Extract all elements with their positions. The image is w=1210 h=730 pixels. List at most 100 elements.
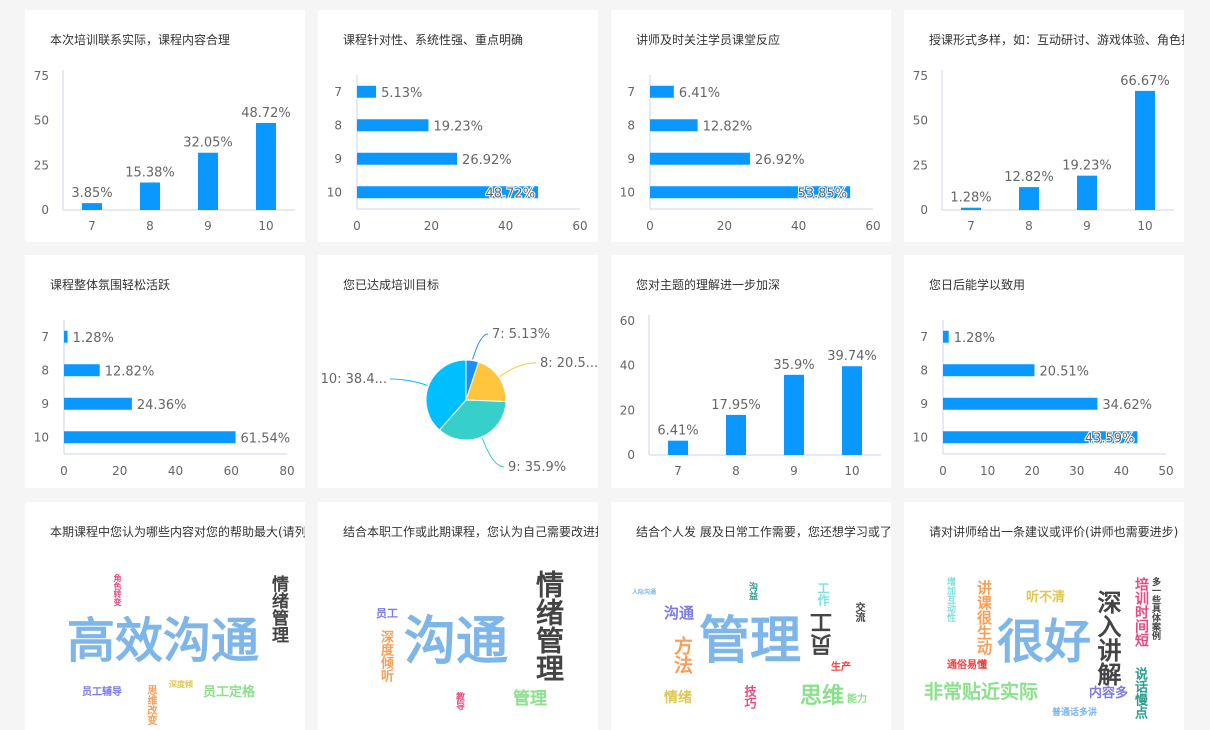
- bar: [650, 186, 851, 199]
- data-label: 66.67%: [1120, 74, 1170, 89]
- bar: [357, 119, 429, 132]
- y-tick-label: 25: [34, 158, 49, 172]
- x-tick-label: 8: [146, 219, 154, 233]
- bar: [82, 203, 102, 210]
- x-tick-label: 8: [1025, 219, 1033, 233]
- viewport-edge: [1185, 0, 1210, 730]
- leader-line: [481, 437, 505, 468]
- data-label: 12.82%: [105, 364, 155, 379]
- word: 员工定格: [203, 685, 256, 700]
- x-tick-label: 40: [1114, 464, 1129, 478]
- bar: [943, 397, 1098, 410]
- data-label: 1.28%: [950, 191, 991, 206]
- bar: [357, 186, 539, 199]
- word: 多一些具体案例: [1150, 577, 1160, 640]
- y-tick-label: 10: [34, 430, 49, 444]
- bar: [140, 182, 160, 210]
- word: 能力: [847, 694, 867, 705]
- x-tick-label: 0: [60, 464, 68, 478]
- y-tick-label: 50: [913, 114, 928, 128]
- data-label: 43.59%: [1085, 431, 1135, 446]
- bar-chart: 0 25 50 75 1.28% 7 12.82% 8 19.23% 9 66.67% 10: [913, 69, 1174, 233]
- chart-card-7: 您对主题的理解进一步加深 0 20 40 60 6.41% 7 17.95% 8 35.9% 9 39…: [611, 255, 891, 488]
- bar: [64, 431, 236, 444]
- card-title: 您日后能学以致用: [929, 278, 1026, 292]
- y-tick-label: 50: [34, 114, 49, 128]
- pie-slice: [465, 361, 507, 403]
- word: 角色转变: [113, 574, 122, 606]
- y-tick-label: 10: [327, 185, 342, 199]
- word: 管理: [513, 689, 547, 709]
- bar-chart: 0 10 20 30 40 50 1.28% 7 20.51% 8 34.62% 9 43.59% 10: [913, 320, 1174, 478]
- word: 员工: [811, 612, 836, 656]
- pie-chart: 7: 5.13% 8: 20.5... 9: 35.9% 10: 38.4...: [321, 327, 598, 475]
- y-tick-label: 20: [620, 403, 635, 417]
- x-tick-label: 10: [980, 464, 995, 478]
- word: 情绪: [664, 690, 692, 706]
- y-tick-label: 9: [920, 397, 928, 411]
- word: 深入讲解: [1093, 590, 1121, 686]
- data-label: 61.54%: [241, 431, 291, 446]
- y-tick-label: 9: [627, 152, 635, 166]
- bar-chart: 0 20 40 60 6.41% 7 12.82% 8 26.92% 9 53.85% 10: [620, 75, 881, 233]
- chart-card-2: 课程针对性、系统性强、重点明确 0 20 40 60 5.13% 7 19.23% 8 26.92…: [318, 10, 598, 242]
- word: 说话慢点: [1132, 667, 1147, 719]
- word: 很好: [997, 615, 1091, 670]
- data-label: 39.74%: [827, 349, 877, 364]
- pie-slice: [425, 359, 467, 431]
- card-title: 结合本职工作或此期课程，您认为自己需要改进提升: [343, 525, 598, 539]
- data-label: 1.28%: [73, 331, 114, 346]
- word: 非常贴近实际: [924, 681, 1039, 703]
- data-label: 34.62%: [1102, 398, 1152, 413]
- bar-chart: 0 20 40 60 5.13% 7 19.23% 8 26.92% 9 48.72% 10: [327, 75, 588, 233]
- y-tick-label: 0: [920, 203, 928, 217]
- card-title: 结合个人发 展及日常工作需要，您还想学习或了解: [636, 525, 891, 539]
- x-tick-label: 8: [732, 464, 740, 478]
- y-tick-label: 8: [627, 118, 635, 132]
- bar: [357, 152, 458, 165]
- data-label: 32.05%: [183, 136, 233, 151]
- data-label: 20.51%: [1039, 364, 1089, 379]
- card-title: 本次培训联系实际，课程内容合理: [50, 33, 231, 47]
- word: 管理: [699, 612, 802, 671]
- word: 员工辅导: [82, 687, 122, 698]
- slice-label: 7: 5.13%: [492, 327, 550, 342]
- word: 员工: [376, 607, 398, 620]
- x-tick-label: 10: [258, 219, 273, 233]
- chart-card-8: 您日后能学以致用 0 10 20 30 40 50 1.28% 7 20.51% 8 34.62% 9 4…: [904, 255, 1184, 488]
- y-tick-label: 7: [41, 330, 49, 344]
- word: 听不清: [1026, 590, 1066, 605]
- word: 方法: [671, 636, 693, 674]
- data-label: 12.82%: [703, 119, 753, 134]
- x-tick-label: 9: [790, 464, 798, 478]
- bar: [64, 364, 100, 377]
- word: 深度倾听: [378, 630, 393, 682]
- wordcloud-card-4: 请对讲师给出一条建议或评价(讲师也需要进步) 很好 深入讲解 非常贴近实际 讲课…: [904, 502, 1184, 730]
- x-tick-label: 20: [112, 464, 127, 478]
- x-tick-label: 40: [498, 219, 513, 233]
- data-label: 26.92%: [462, 153, 512, 168]
- word: 高效沟通: [67, 613, 260, 669]
- slice-label: 8: 20.5...: [540, 356, 598, 371]
- word: 生产: [831, 662, 851, 673]
- card-title: 课程整体氛围轻松活跃: [50, 278, 171, 292]
- bar: [668, 440, 688, 455]
- card-title: 本期课程中您认为哪些内容对您的帮助最大(请列举): [50, 525, 305, 539]
- card-title: 课程针对性、系统性强、重点明确: [343, 33, 524, 47]
- word: 培训时间短: [1133, 577, 1149, 647]
- y-tick-label: 60: [620, 314, 635, 328]
- x-tick-label: 0: [353, 219, 361, 233]
- wordcloud-card-1: 本期课程中您认为哪些内容对您的帮助最大(请列举) 高效沟通 情绪管理 员工辅导 …: [25, 502, 305, 730]
- x-tick-label: 10: [844, 464, 859, 478]
- x-tick-label: 60: [572, 219, 587, 233]
- leader-line: [389, 378, 428, 386]
- data-label: 19.23%: [433, 119, 483, 134]
- card-title: 授课形式多样，如：互动研讨、游戏体验、角色扮演: [929, 33, 1184, 47]
- bar: [784, 374, 804, 455]
- bar-chart: 0 20 40 60 80 1.28% 7 12.82% 8 24.36% 9 61.54% 10: [34, 320, 295, 478]
- chart-card-5: 课程整体氛围轻松活跃 0 20 40 60 80 1.28% 7 12.82% 8 24.36% 9 6…: [25, 255, 305, 488]
- wordcloud-card-2: 结合本职工作或此期课程，您认为自己需要改进提升 沟通 情绪管理 员工 深度倾听 …: [318, 502, 598, 730]
- x-tick-label: 7: [88, 219, 96, 233]
- y-tick-label: 40: [620, 359, 635, 373]
- x-tick-label: 20: [424, 219, 439, 233]
